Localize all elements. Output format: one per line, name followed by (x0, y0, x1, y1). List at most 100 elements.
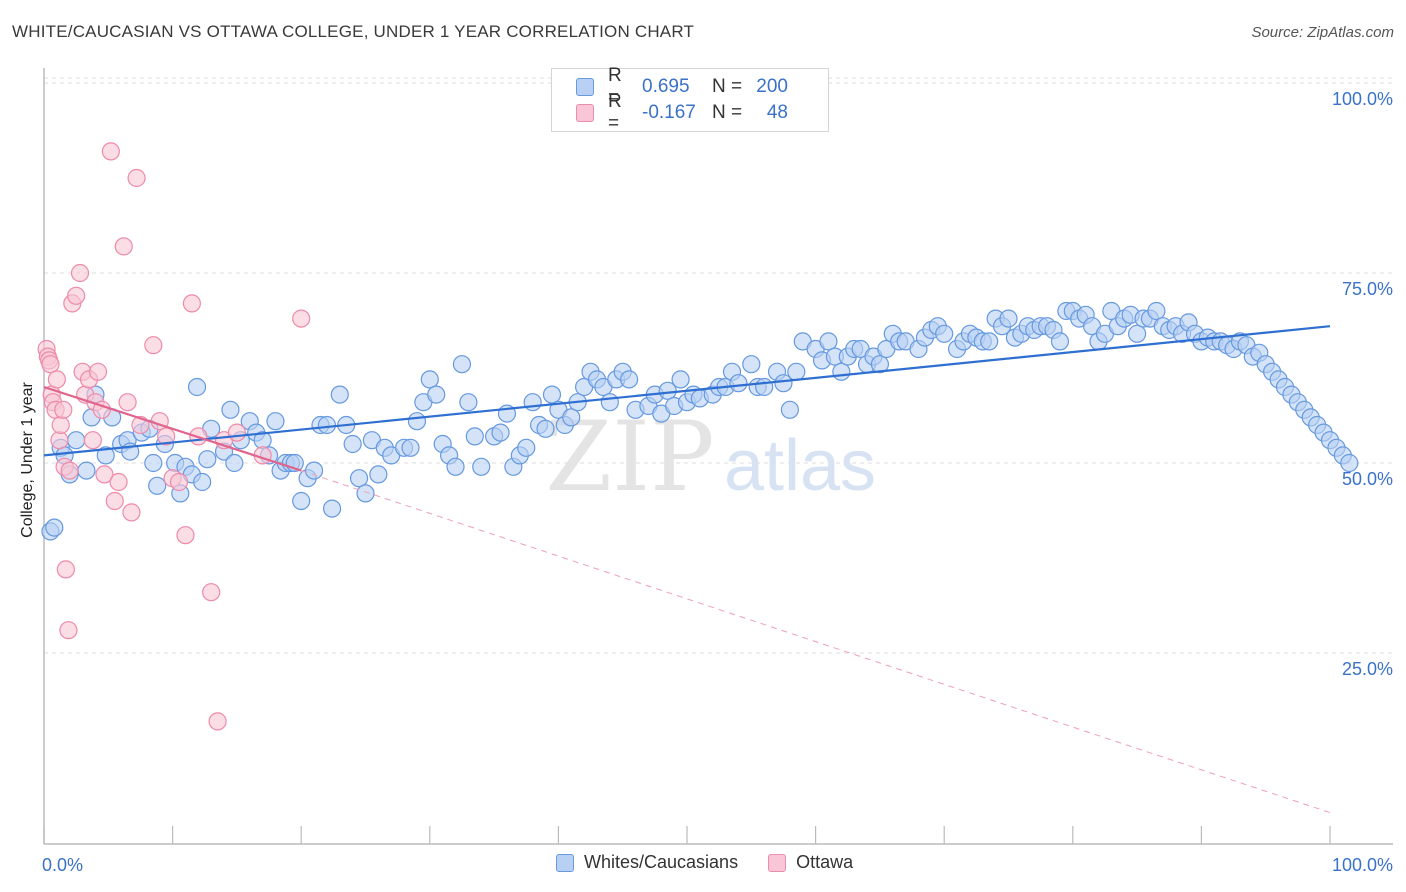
data-point (157, 427, 176, 446)
data-point (292, 491, 311, 511)
series-ottawa (37, 142, 311, 731)
data-point (317, 415, 337, 435)
data-point (620, 370, 639, 389)
data-point (980, 332, 999, 351)
data-point (523, 393, 542, 412)
legend-row-whites: R = 0.695 N = 200 (576, 65, 788, 108)
data-point (491, 423, 510, 442)
data-point (330, 385, 349, 404)
data-point (101, 142, 120, 161)
data-point (266, 412, 285, 431)
legend-swatch-whites (556, 853, 574, 872)
y-tick-label: 100.0% (1332, 89, 1393, 109)
data-point (472, 457, 491, 476)
data-point (54, 400, 73, 419)
data-point (401, 438, 420, 457)
data-point (343, 434, 362, 454)
trend-line-ottawa (43, 385, 302, 472)
data-point (446, 457, 465, 476)
y-tick-label: 25.0% (1342, 659, 1393, 679)
data-point (198, 450, 217, 469)
data-point (60, 461, 79, 480)
legend-r-label: R = (608, 91, 622, 134)
legend-label-whites: Whites/Caucasians (584, 852, 739, 872)
data-point (96, 446, 115, 465)
data-point (452, 355, 472, 374)
trend-lines (43, 325, 1331, 814)
data-point (45, 518, 64, 537)
data-point (221, 400, 240, 419)
legend-swatch-ottawa (576, 104, 594, 122)
data-point (77, 461, 96, 480)
data-point (182, 294, 201, 313)
y-axis-label: College, Under 1 year (19, 382, 36, 538)
legend-row-ottawa: R = -0.167 N = 48 (576, 91, 788, 134)
data-point (536, 419, 555, 438)
data-point (729, 374, 748, 393)
y-tick-label: 50.0% (1342, 469, 1393, 489)
data-point (787, 362, 806, 381)
data-point (542, 385, 562, 404)
data-point (95, 465, 114, 484)
data-point (1127, 324, 1147, 343)
data-point (407, 412, 427, 431)
legend-item-whites[interactable]: Whites/Caucasians (556, 852, 738, 873)
data-point (187, 377, 207, 397)
data-point (780, 400, 799, 419)
data-point (322, 499, 342, 518)
data-point (755, 377, 774, 397)
data-point (56, 560, 75, 579)
data-point (292, 309, 311, 328)
x-tick-label: 100.0% (1332, 855, 1393, 875)
data-point (999, 309, 1018, 328)
tick-labels: 25.0% 50.0% 75.0% 100.0% 0.0% 100.0% (42, 89, 1393, 875)
data-point (41, 355, 60, 374)
data-point (67, 286, 86, 305)
legend-item-ottawa[interactable]: Ottawa (768, 852, 853, 873)
data-point (70, 263, 90, 283)
data-point (105, 491, 124, 511)
legend-n-label: N = (712, 102, 743, 123)
data-point (1050, 332, 1070, 351)
data-point (127, 168, 146, 188)
legend-r-value: 0.695 (642, 76, 690, 97)
data-point (83, 431, 102, 450)
data-point (51, 415, 70, 435)
data-point (459, 393, 478, 412)
legend-label-ottawa: Ottawa (796, 852, 854, 872)
data-point (176, 526, 195, 545)
legend-swatch-whites (576, 78, 594, 96)
legend-n-value: 48 (766, 102, 788, 123)
data-point (118, 393, 137, 412)
data-point (47, 370, 66, 389)
legend-n-label: N = (712, 76, 743, 97)
data-point (671, 370, 690, 389)
data-point (59, 621, 78, 640)
data-point (465, 427, 484, 446)
watermark: ZIP atlas (545, 401, 876, 513)
watermark-atlas: atlas (724, 426, 876, 506)
data-point (193, 472, 212, 492)
data-point (67, 431, 86, 450)
data-point (369, 465, 388, 484)
data-point (427, 385, 446, 404)
data-point (304, 461, 324, 480)
data-point (148, 476, 167, 495)
x-tick-label: 0.0% (42, 855, 83, 875)
axes (43, 68, 1393, 845)
legend-r-value: -0.167 (642, 102, 696, 123)
data-point (227, 423, 246, 442)
data-point (517, 438, 536, 457)
data-point (562, 408, 581, 427)
data-point (50, 431, 69, 450)
data-point (114, 237, 133, 256)
data-point (225, 453, 244, 473)
data-point (122, 503, 141, 522)
data-point (169, 472, 189, 492)
data-point (819, 332, 838, 351)
data-point (600, 393, 619, 412)
correlation-legend: R = 0.695 N = 200 R = -0.167 N = 48 (551, 65, 829, 134)
data-point (1147, 301, 1166, 321)
data-point (1340, 453, 1359, 473)
